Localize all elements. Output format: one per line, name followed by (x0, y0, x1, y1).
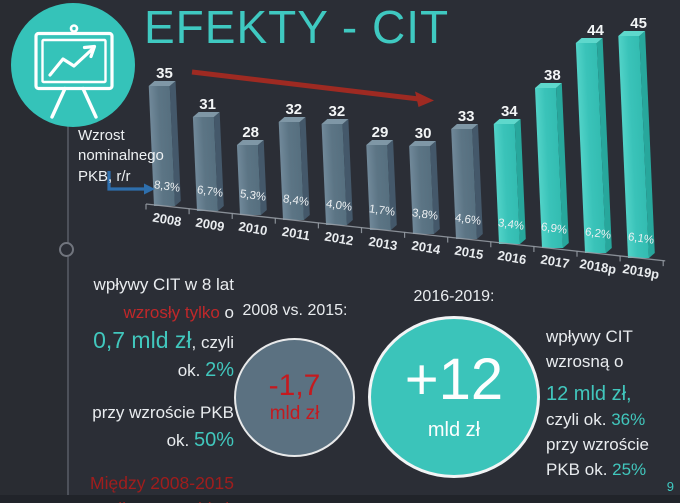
comparison-left-label: 2008 vs. 2015: (242, 302, 348, 319)
positive-change-circle: +12 mld zł (368, 316, 540, 478)
stat-line: wzrosły tylko o (123, 303, 234, 322)
timeline-node-circle (59, 242, 74, 257)
stat-line-red: Między 2008-2015 (90, 473, 234, 493)
stat-line: przy wzroście (546, 435, 649, 454)
stat-line: PKB ok. 25% (546, 460, 647, 479)
stat-line: wzrosną o (546, 352, 624, 371)
bar-value-label: 28 (242, 124, 260, 142)
page-number: 9 (666, 479, 674, 494)
stat-line-red: spadły o 1,7 mld zł, (14, 496, 234, 503)
bar-value-label: 32 (328, 102, 346, 120)
stat-line: przy wzroście PKB (92, 403, 234, 422)
presentation-chart-icon (11, 3, 135, 127)
bar-value-label: 45 (630, 14, 647, 32)
comparison-right-label: 2016-2019: (413, 288, 495, 305)
stats-right-block: wpływy CIT wzrosną o 12 mld zł, czyli ok… (546, 324, 680, 482)
bar-value-label: 31 (199, 95, 216, 113)
stat-line: 12 mld zł, (546, 383, 632, 405)
bar-value-label: 38 (544, 67, 561, 85)
footer-bar (0, 495, 680, 503)
stat-line: 0,7 mld zł, czyli (93, 327, 234, 353)
bar-pct-label: 1,7% (368, 202, 396, 219)
bar-value-label: 33 (457, 108, 475, 126)
bar-value-label: 32 (285, 101, 303, 119)
bar-pct-label: 3,4% (497, 216, 526, 233)
bar-value-label: 30 (414, 125, 432, 143)
positive-change-unit: mld zł (427, 419, 481, 441)
bar-pct-label: 6,7% (195, 183, 224, 200)
cit-bar-chart: 35 8,3% 2008 31 6,7% 2009 28 5,3% 2010 32 8,4% 2011… (148, 14, 661, 282)
bar-value-label: 29 (371, 123, 389, 141)
stat-line: ok. 50% (166, 429, 234, 451)
bar-value-label: 44 (587, 22, 604, 40)
bar-year-label: 2019p (621, 260, 661, 282)
bar-column-2019p (618, 30, 655, 258)
timeline-line (67, 118, 69, 503)
bar-value-label: 35 (156, 65, 173, 82)
gdp-annotation-label: Wzrost nominalnego PKB, r/r (78, 127, 164, 185)
bar-value-label: 34 (500, 102, 518, 120)
positive-change-value: +12 (404, 347, 504, 412)
bar-column-2018p (575, 38, 612, 254)
negative-change-unit: mld zł (269, 402, 320, 424)
stat-line: czyli ok. 36% (546, 410, 646, 429)
page-title: EFEKTY - CIT (144, 1, 450, 53)
stats-left-block: wpływy CIT w 8 lat wzrosły tylko o 0,7 m… (14, 272, 234, 503)
stat-line: wpływy CIT w 8 lat (93, 275, 234, 294)
bar-column-2010 (237, 140, 267, 216)
negative-change-circle: -1,7 mld zł (234, 338, 355, 457)
stat-line: ok. 2% (177, 359, 234, 381)
stat-line: wpływy CIT (546, 327, 633, 346)
negative-change-value: -1,7 (268, 368, 321, 402)
